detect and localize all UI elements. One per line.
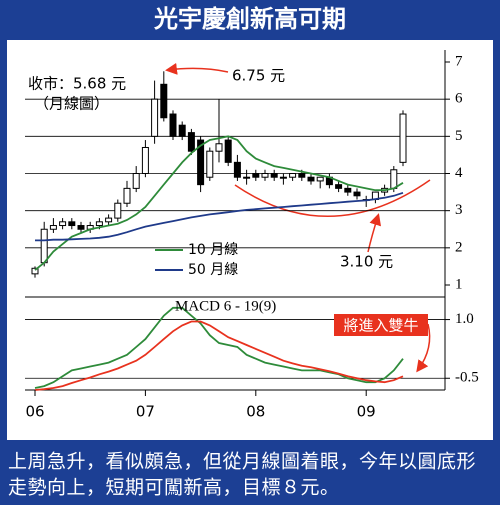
candle-body [243, 176, 251, 179]
candle-body [390, 169, 398, 189]
candle-body [224, 139, 232, 163]
y-tick-label: 2 [455, 239, 463, 255]
candle-body [151, 98, 159, 137]
panel-title: MACD 6 - 19(9) [175, 298, 276, 314]
annotation: （月線圖） [34, 95, 109, 113]
candle-body [123, 187, 131, 204]
candle-body [279, 176, 287, 179]
annotation: 將進入雙牛 [343, 317, 418, 335]
caption-line: 走勢向上，短期可闖新高，目標８元。 [8, 477, 340, 499]
y-tick-label: 6 [455, 91, 463, 107]
legend-label: 50 月線 [188, 262, 238, 278]
round-bottom-arc [234, 179, 431, 218]
candle-body [335, 184, 343, 189]
series-line [34, 320, 404, 391]
candle-body [141, 146, 149, 175]
plot: 1 2 3 4 5 6 7 10 月線 50 月線 收市：5.68 元 （月線圖） 6.75 元 3.1… [25, 50, 479, 421]
candle-body [95, 221, 103, 227]
x-tick-label: 09 [357, 403, 376, 421]
chart-panel [7, 40, 493, 440]
y-tick-label: -0.5 [455, 370, 479, 386]
series-line [34, 306, 404, 389]
y-tick-label: 1 [455, 276, 463, 292]
candle-body [215, 143, 223, 152]
candle-body [298, 173, 306, 178]
y-tick-label: 7 [455, 53, 463, 69]
arrow [416, 323, 431, 373]
series-line [35, 191, 404, 242]
candle-body [399, 113, 407, 163]
caption-line: 上周急升，看似頗急，但從月線圖着眼，今年以圓底形 [8, 451, 476, 473]
candle-body [77, 225, 85, 230]
y-tick-label: 5 [455, 128, 463, 144]
candle-body [114, 202, 122, 219]
candle-body [289, 173, 297, 178]
candle-body [307, 176, 315, 182]
annotation: 6.75 元 [232, 67, 285, 85]
candle-body [252, 173, 260, 178]
candle-body [178, 124, 186, 137]
annotation: 3.10 元 [340, 253, 393, 271]
title: 光宇慶創新高可期 [153, 5, 346, 33]
legend-label: 10 月線 [188, 242, 238, 258]
candle-body [353, 191, 361, 197]
series-line [34, 135, 404, 271]
candle-body [270, 173, 278, 178]
candle-body [160, 83, 168, 119]
x-tick-label: 08 [246, 403, 265, 421]
arrow [165, 62, 229, 75]
candle-body [49, 225, 57, 230]
candle-body [197, 139, 205, 186]
annotation: 收市：5.68 元 [28, 75, 126, 93]
candle-body [132, 173, 140, 189]
candle-body [233, 161, 241, 178]
candle-body [261, 173, 269, 178]
y-tick-label: 3 [455, 202, 463, 218]
arrow [367, 213, 382, 253]
candle-body [105, 217, 113, 223]
candle-body [68, 221, 76, 227]
x-tick-label: 06 [25, 403, 44, 421]
candle-body [169, 113, 177, 137]
candle-body [206, 150, 214, 178]
candle-body [316, 176, 324, 182]
y-tick-label: 1.0 [455, 311, 474, 327]
candle-body [344, 187, 352, 193]
candle-body [31, 267, 39, 275]
y-tick-label: 4 [455, 165, 463, 181]
annotation-box [334, 314, 428, 336]
candle-body [187, 132, 195, 152]
candle-body [40, 228, 48, 264]
candle-body [59, 221, 67, 227]
x-tick-label: 07 [136, 403, 155, 421]
